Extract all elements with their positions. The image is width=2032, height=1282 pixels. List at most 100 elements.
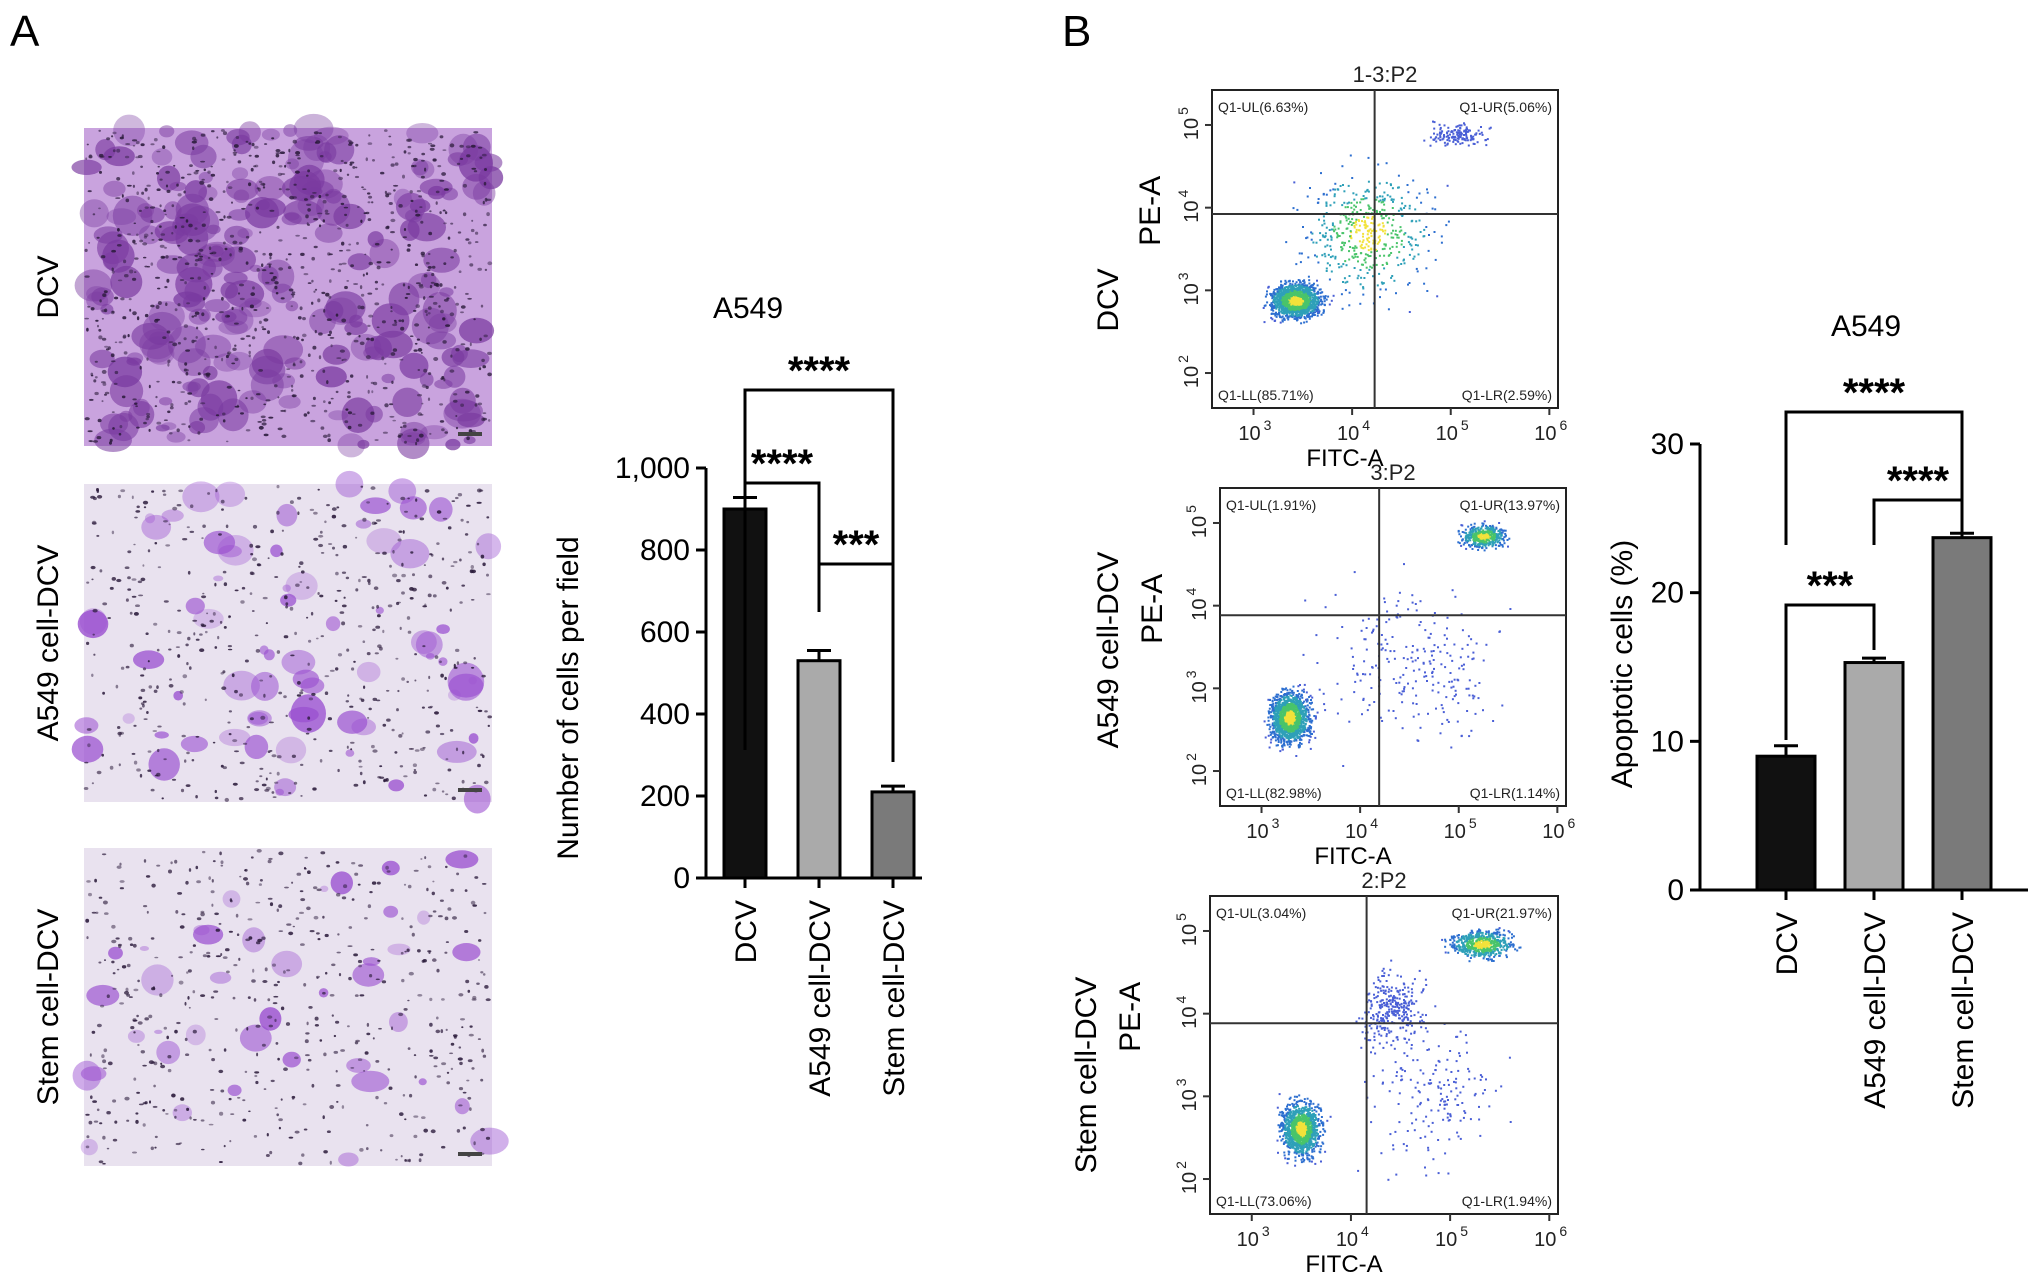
flow-event (1304, 298, 1307, 301)
cell-nucleus (192, 146, 195, 150)
cell-nucleus (89, 398, 94, 401)
cell-nucleus (429, 147, 435, 151)
cell-nucleus (381, 356, 385, 361)
cell-nucleus (259, 879, 263, 882)
flow-event (1324, 235, 1327, 238)
flow-event (1313, 314, 1316, 316)
flow-event (1398, 251, 1401, 254)
cell-nucleus (404, 440, 407, 444)
cell-nucleus (265, 399, 271, 402)
flow-event (1322, 192, 1325, 195)
cell-nucleus (86, 880, 91, 883)
flow-event (1447, 137, 1450, 140)
stain-cluster (164, 201, 182, 220)
flow-event (1309, 315, 1312, 318)
cell-nucleus (365, 355, 371, 360)
cell-nucleus (112, 1138, 118, 1142)
stain-cluster (159, 125, 175, 138)
cell-nucleus (297, 511, 300, 515)
flow-event (1289, 314, 1292, 317)
cell-nucleus (468, 551, 472, 554)
cell-nucleus (129, 943, 134, 946)
cell-nucleus (314, 329, 317, 334)
cell-nucleus (87, 743, 91, 748)
cell-nucleus (245, 235, 250, 239)
flow-event (1295, 310, 1297, 313)
cell-nucleus (179, 279, 185, 281)
flow-y-tick-label: 10 (1181, 283, 1203, 305)
flow-event (1272, 298, 1275, 301)
flow-event (1342, 184, 1344, 186)
flow-event (1355, 218, 1358, 221)
cell-nucleus (186, 751, 190, 755)
bar-a-y-tick-label: 400 (640, 698, 690, 731)
cell-nucleus (277, 427, 283, 431)
cell-nucleus (445, 758, 449, 761)
cell-nucleus (305, 1054, 310, 1057)
cell-nucleus (274, 576, 279, 578)
flow-event (1285, 307, 1288, 310)
flow-event (1267, 286, 1270, 289)
cell-nucleus (134, 402, 138, 405)
cell-nucleus (487, 724, 490, 728)
cell-nucleus (323, 1150, 328, 1154)
flow-event (1362, 247, 1365, 250)
cell-nucleus (401, 677, 405, 681)
stain-cluster (86, 984, 120, 1007)
flow-event (1355, 205, 1357, 208)
cell-nucleus (111, 939, 117, 944)
flow-event (1303, 286, 1306, 289)
cell-nucleus (156, 772, 161, 777)
flow-event (1324, 295, 1327, 298)
cell-nucleus (158, 238, 163, 241)
cell-nucleus (219, 620, 223, 624)
flow-event (1458, 133, 1461, 136)
cell-nucleus (414, 263, 419, 267)
flow-event (1306, 303, 1309, 306)
flow-event (1485, 144, 1488, 147)
cell-nucleus (472, 904, 478, 907)
cell-nucleus (464, 889, 468, 892)
flow-event (1312, 283, 1315, 286)
flow-event (1359, 245, 1362, 248)
cell-nucleus (323, 1052, 327, 1057)
flow-event (1460, 124, 1463, 127)
cell-nucleus (248, 936, 253, 940)
stain-cluster (360, 497, 391, 514)
flow-event (1308, 288, 1311, 291)
flow-event (1337, 263, 1340, 265)
flow-event (1289, 306, 1292, 309)
cell-nucleus (427, 397, 431, 401)
cell-nucleus (274, 281, 279, 285)
cell-nucleus (187, 238, 193, 243)
flow-event (1463, 123, 1466, 126)
stain-cluster (323, 301, 344, 321)
cell-nucleus (480, 1078, 484, 1082)
cell-nucleus (277, 172, 282, 177)
cell-nucleus (360, 698, 365, 702)
flow-event (1278, 294, 1281, 296)
flow-event (1392, 229, 1394, 232)
cell-nucleus (255, 393, 261, 396)
cell-nucleus (181, 734, 186, 738)
flow-event (1295, 290, 1298, 293)
stain-cluster (154, 731, 169, 739)
stain-cluster (345, 749, 355, 757)
flow-event (1433, 127, 1436, 130)
flow-event (1457, 131, 1459, 134)
cell-nucleus (409, 190, 413, 194)
cell-nucleus (276, 908, 279, 912)
cell-nucleus (416, 190, 422, 193)
flow-event (1325, 267, 1328, 270)
cell-nucleus (269, 1150, 273, 1155)
cell-nucleus (466, 154, 471, 158)
flow-event (1413, 255, 1416, 258)
flow-event (1313, 296, 1316, 299)
stain-cluster (187, 378, 210, 398)
flow-event (1333, 195, 1336, 198)
cell-nucleus (214, 1018, 219, 1020)
cell-nucleus (255, 545, 261, 549)
cell-nucleus (137, 1021, 143, 1025)
cell-nucleus (478, 367, 482, 371)
stain-cluster (138, 225, 161, 245)
